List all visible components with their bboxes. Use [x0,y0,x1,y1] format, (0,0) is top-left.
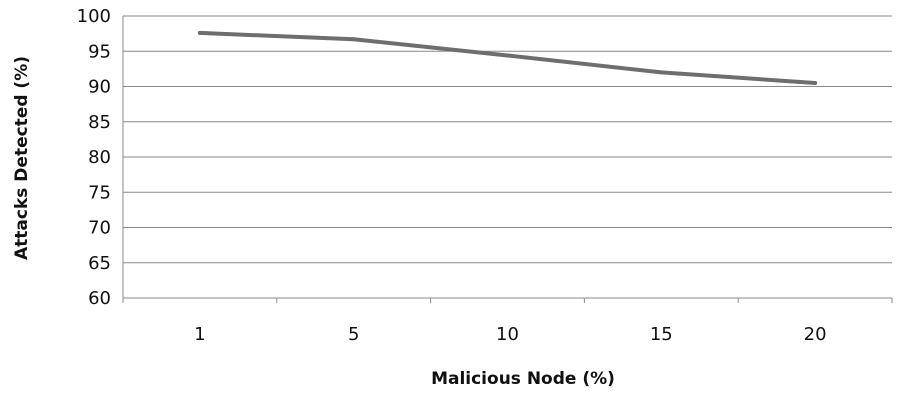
y-tick-label: 85 [88,112,111,133]
data-point [659,70,664,75]
data-point [197,30,202,35]
x-tick-label: 1 [194,324,205,345]
data-point [813,80,818,85]
y-tick-label: 75 [88,182,111,203]
x-tick-label: 15 [650,324,673,345]
y-axis-title: Attacks Detected (%) [12,56,32,260]
series-line [197,30,818,85]
y-tick-label: 70 [88,218,111,239]
y-tick-label: 100 [77,6,111,27]
x-tick-label: 20 [804,324,827,345]
y-tick-label: 90 [88,77,111,98]
y-tick-label: 60 [88,288,111,309]
axes [122,16,893,303]
gridlines [123,15,892,264]
x-tick-label: 10 [496,324,519,345]
x-tick-labels: 1 5 10 15 20 [194,324,826,345]
data-point [505,53,510,58]
y-tick-label: 95 [88,41,111,62]
y-tick-label: 80 [88,147,111,168]
series-lines [197,30,818,85]
data-point [351,37,356,42]
y-tick-labels: 60 65 70 75 80 85 90 95 100 [77,6,111,309]
x-tick-label: 5 [348,324,359,345]
y-tick-label: 65 [88,253,111,274]
x-axis-title: Malicious Node (%) [431,369,615,389]
